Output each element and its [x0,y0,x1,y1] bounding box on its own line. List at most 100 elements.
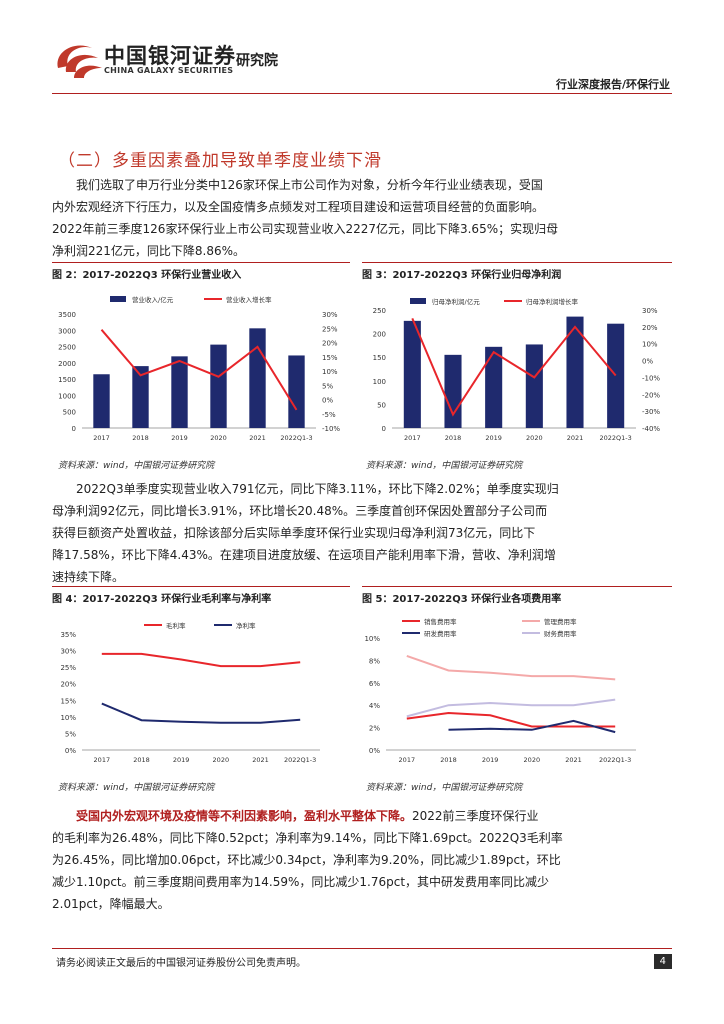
para2-line: 获得巨额资产处置收益，扣除该部分后实际单季度环保行业实现归母净利润73亿元，同比… [52,526,536,540]
legend-label: 营业收入增长率 [226,295,272,304]
paragraph-3: 受国内外宏观环境及疫情等不利因素影响，盈利水平整体下降。2022前三季度环保行业… [52,805,672,915]
x-tick-label: 2022Q1-3 [280,434,312,442]
bar [566,316,584,428]
x-tick-label: 2018 [132,434,149,442]
y2-tick-label: -10% [322,425,340,433]
y-tick-label: 0% [65,747,76,755]
y2-tick-label: -30% [642,408,660,416]
figure-3-chart: 0 50 100 150 200 250 -40% -30% -20% -10% 0% 10% 20% 3… [373,297,661,442]
y-tick-label: 50 [377,401,386,409]
para3-line: 减少1.10pct。前三季度期间费用率为14.59%，同比减少1.76pct，其… [52,875,550,889]
institute-label: 研究院 [236,53,278,69]
y-tick-label: 0% [369,747,380,755]
para2-line: 降17.58%，环比下降4.43%。在建项目进度放缓、在运项目产能利用率下滑，营… [52,548,556,562]
legend-label: 财务费用率 [544,629,577,638]
paragraph-2: 2022Q3单季度实现营业收入791亿元，同比下降3.11%，环比下降2.02%… [52,478,672,588]
series-line [406,698,616,718]
y-tick-label: 0 [382,425,386,433]
legend-swatch [410,298,426,304]
x-tick-label: 2017 [404,434,421,442]
figure-4-source: 资料来源：wind，中国银河证券研究院 [58,783,215,793]
y2-tick-label: 15% [322,354,338,362]
x-tick-label: 2020 [526,434,543,442]
y-tick-label: 500 [63,409,76,417]
legend-label: 销售费用率 [424,617,457,626]
y-tick-label: 20% [60,681,76,689]
y2-tick-label: 0% [322,397,333,405]
y2-tick-label: 10% [322,368,338,376]
figure-4-chart: 0% 5% 10% 15% 20% 25% 30% 35% 2017 2018 2019 2020 20… [60,621,320,764]
x-tick-label: 2017 [93,434,110,442]
y-tick-label: 100 [373,378,386,386]
y-tick-label: 2% [369,725,380,733]
x-tick-label: 2022Q1-3 [599,756,631,764]
figure-3-title: 图 3：2017-2022Q3 环保行业归母净利润 [362,270,562,281]
x-tick-label: 2019 [482,756,499,764]
y-tick-label: 150 [373,354,386,362]
x-tick-label: 2020 [210,434,227,442]
figure-4-header: 图 4：2017-2022Q3 环保行业毛利率与净利率 [52,586,350,605]
legend-label: 归母净利润/亿元 [432,297,480,306]
bar [525,344,543,428]
para3-emphasis: 受国内外宏观环境及疫情等不利因素影响，盈利水平整体下降。 [76,809,413,823]
figure-3-header: 图 3：2017-2022Q3 环保行业归母净利润 [362,262,672,281]
y-tick-label: 8% [369,657,380,665]
bar [210,344,227,428]
y-tick-label: 6% [369,680,380,688]
legend-swatch [110,296,126,302]
figure-5-chart: 0% 2% 4% 6% 8% 10% 2017 2018 2019 2020 2021 2022Q1-… [364,617,636,764]
x-tick-label: 2019 [173,756,190,764]
bar [249,328,266,428]
y2-tick-label: 5% [322,382,333,390]
para3-line: 为26.45%，同比增加0.06pct，环比减少0.34pct，净利率为9.20… [52,853,561,867]
x-tick-label: 2021 [565,756,582,764]
para3-line: 2.01pct，降幅最大。 [52,897,170,911]
x-tick-label: 2017 [399,756,416,764]
y2-tick-label: 20% [322,340,338,348]
figure-5-header: 图 5：2017-2022Q3 环保行业各项费用率 [362,586,672,605]
legend-label: 管理费用率 [544,617,577,626]
para3-lead: 2022前三季度环保行业 [412,809,539,823]
galaxy-logo-icon [57,45,102,78]
para3-first-line: 受国内外宏观环境及疫情等不利因素影响，盈利水平整体下降。2022前三季度环保行业 [52,805,672,827]
legend-label: 归母净利润增长率 [526,297,579,306]
bar [171,356,188,428]
footer-divider [52,948,672,949]
y-tick-label: 5% [65,730,76,738]
x-tick-label: 2021 [567,434,584,442]
x-tick-label: 2018 [445,434,462,442]
y-tick-label: 25% [60,664,76,672]
x-tick-label: 2022Q1-3 [600,434,632,442]
y-tick-label: 35% [60,631,76,639]
bar [403,320,421,428]
y2-tick-label: -5% [322,411,336,419]
y2-tick-label: 0% [642,358,653,366]
y-tick-label: 15% [60,697,76,705]
bar [607,323,625,428]
y-tick-label: 10% [60,714,76,722]
figure-4-title: 图 4：2017-2022Q3 环保行业毛利率与净利率 [52,594,272,605]
x-tick-label: 2019 [171,434,188,442]
y-tick-label: 2500 [58,344,76,352]
y-tick-label: 4% [369,702,380,710]
series-line [101,652,301,668]
y2-tick-label: 25% [322,325,338,333]
series-line [100,329,298,411]
figure-5-source: 资料来源：wind，中国银河证券研究院 [366,783,523,793]
bar [485,346,503,428]
report-category: 行业深度报告/环保行业 [555,78,670,91]
series-line [406,711,616,728]
y2-tick-label: -40% [642,425,660,433]
figure-2-title: 图 2：2017-2022Q3 环保行业营业收入 [52,270,242,281]
y2-tick-label: 10% [642,341,658,349]
para1-line: 我们选取了申万行业分类中126家环保上市公司作为对象，分析今年行业业绩表现，受国 [76,178,543,192]
legend-label: 研发费用率 [424,629,457,638]
figure-2-source: 资料来源：wind，中国银河证券研究院 [58,461,215,471]
para2-line: 2022Q3单季度实现营业收入791亿元，同比下降3.11%，环比下降2.02%… [76,482,559,496]
y-tick-label: 30% [60,648,76,656]
y2-tick-label: -20% [642,391,660,399]
paragraph-1: 我们选取了申万行业分类中126家环保上市公司作为对象，分析今年行业业绩表现，受国… [52,174,672,262]
y2-tick-label: 20% [642,324,658,332]
series-line [406,654,616,681]
x-tick-label: 2020 [524,756,541,764]
